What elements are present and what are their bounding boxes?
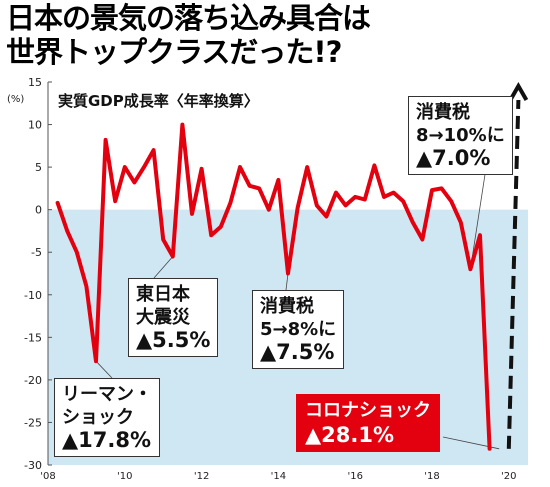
leader-line (153, 256, 174, 279)
annotation-lehman-shock: リーマン・ ショック ▲17.8% (54, 378, 160, 457)
annotation-leader-lines (95, 167, 500, 450)
axis-tick-marks (47, 81, 52, 466)
gdp-series-line (55, 122, 492, 451)
x-tick-label: '16 (347, 471, 362, 482)
annotation-tax-hike-8: 消費税 5→8%に ▲7.5% (252, 290, 345, 369)
annotation-tax-hike-10: 消費税 8→10%に ▲7.0% (408, 96, 513, 175)
y-tick-label: -25 (24, 416, 42, 429)
y-tick-label: 5 (35, 161, 42, 174)
annotation-earthquake-line1: 東日本 (136, 284, 190, 305)
recovery-arrowhead (508, 81, 529, 101)
recovery-projection-line (506, 99, 521, 449)
y-tick-label: -5 (31, 246, 42, 259)
x-tick-label: '10 (117, 471, 132, 482)
annotation-earthquake-value: ▲5.5% (136, 328, 211, 352)
x-tick-label: '12 (194, 471, 209, 482)
annotation-earthquake: 東日本 大震災 ▲5.5% (128, 278, 219, 357)
chart-subtitle: 実質GDP成長率〈年率換算〉 (58, 92, 259, 110)
annotation-corona-shock: コロナショック ▲28.1% (296, 394, 440, 452)
annotation-corona-line1: コロナショック (305, 400, 431, 421)
y-tick-label: -20 (24, 374, 42, 387)
y-tick-label: -30 (24, 459, 42, 472)
chart-title-line1: 日本の景気の落ち込み具合は (6, 1, 371, 35)
y-tick-label: 0 (35, 204, 42, 217)
annotation-lehman-value: ▲17.8% (62, 428, 152, 452)
annotation-tax8-line2: 5→8%に (260, 319, 337, 340)
annotation-tax10-line2: 8→10%に (416, 125, 505, 146)
x-tick-label: '20 (501, 471, 516, 482)
y-tick-label: -10 (24, 289, 42, 302)
annotation-tax8-value: ▲7.5% (260, 340, 335, 364)
x-tick-label: '18 (424, 471, 439, 482)
annotation-tax10-value: ▲7.0% (416, 146, 491, 170)
x-axis-ticks: '08 '10 '12 '14 '16 '18 '20 (40, 471, 516, 482)
annotation-lehman-line1: リーマン・ (62, 384, 152, 405)
x-tick-label: '14 (271, 471, 286, 482)
leader-line (95, 360, 113, 379)
annotation-lehman-line2: ショック (62, 407, 134, 428)
y-tick-label: 10 (28, 119, 42, 132)
annotation-corona-value: ▲28.1% (305, 423, 395, 447)
annotation-earthquake-line2: 大震災 (136, 307, 190, 328)
x-tick-label: '08 (40, 471, 55, 482)
chart-title-line2: 世界トップクラスだった!? (6, 35, 342, 69)
annotation-tax10-line1: 消費税 (416, 102, 470, 123)
y-axis-unit: (%) (7, 94, 24, 105)
leader-line (285, 273, 289, 291)
gdp-series (55, 122, 492, 451)
y-tick-label: 15 (28, 76, 42, 89)
annotation-tax8-line1: 消費税 (260, 296, 314, 317)
leader-line (470, 167, 487, 270)
y-axis-ticks: 15 10 5 0 -5 -10 -15 -20 -25 -30 (24, 76, 42, 472)
y-tick-label: -15 (24, 331, 42, 344)
